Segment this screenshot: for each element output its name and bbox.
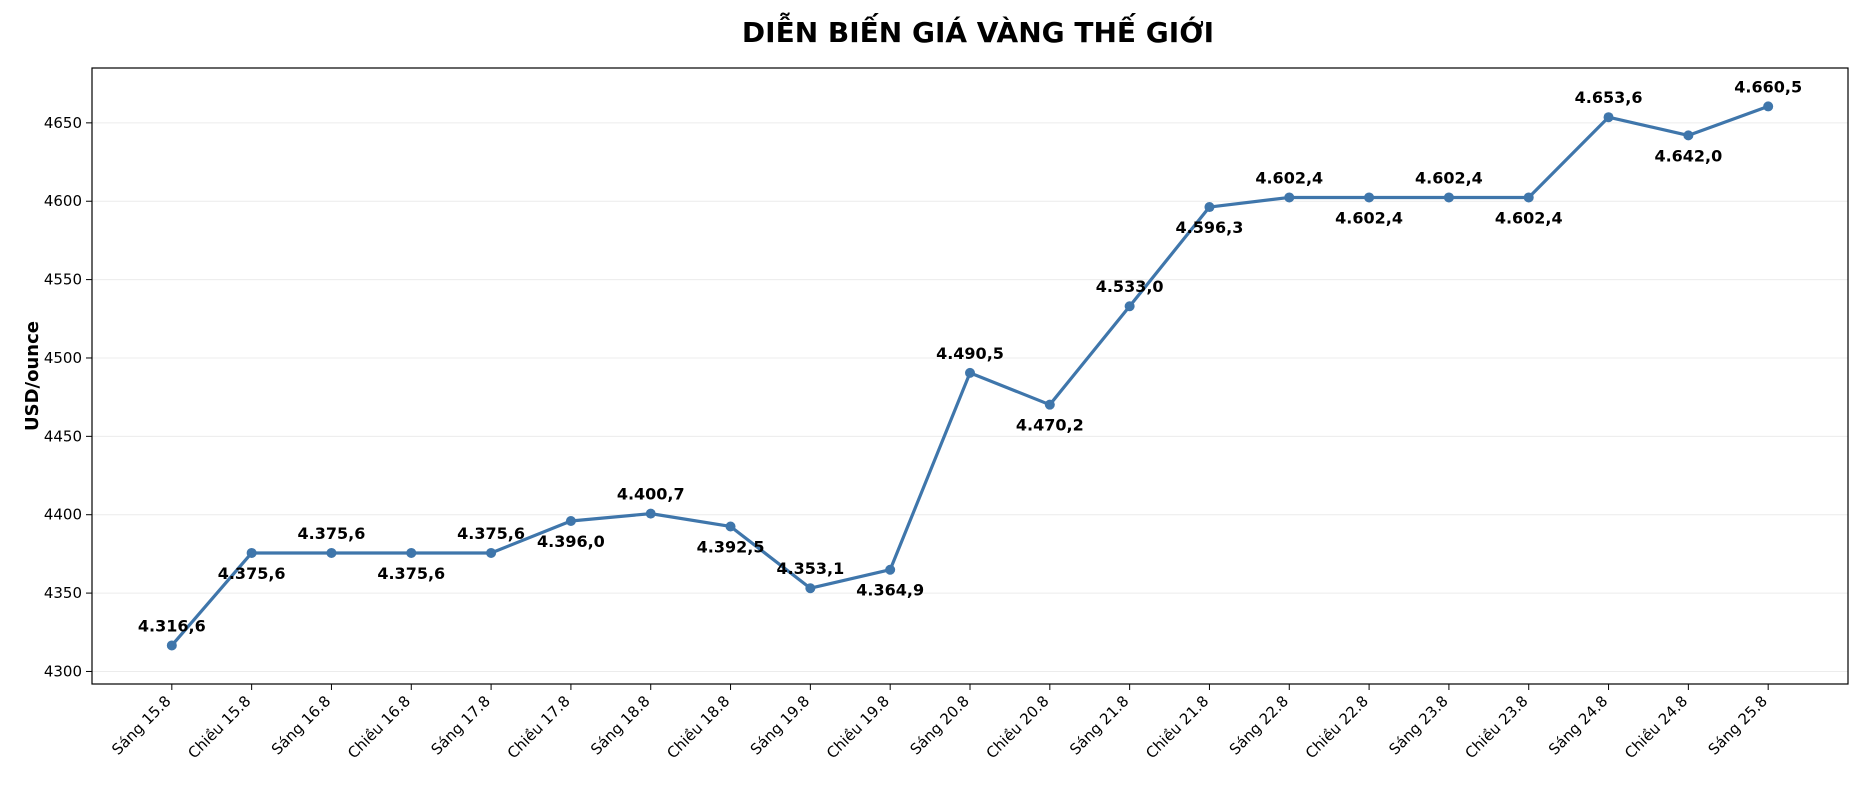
value-label: 4.596,3 <box>1176 218 1244 237</box>
x-tick-label: Sáng 16.8 <box>268 692 334 758</box>
point <box>1124 301 1135 312</box>
value-label: 4.375,6 <box>218 564 286 583</box>
point <box>1204 202 1215 213</box>
x-tick-label: Sáng 20.8 <box>906 692 972 758</box>
x-tick-label: Chiều 18.8 <box>663 692 733 762</box>
value-label: 4.400,7 <box>617 485 685 504</box>
value-label: 4.533,0 <box>1096 277 1164 296</box>
point <box>246 547 257 558</box>
point <box>565 515 576 526</box>
value-label: 4.602,4 <box>1415 168 1483 187</box>
y-axis-label: USD/ounce <box>22 321 43 431</box>
point <box>1683 130 1694 141</box>
y-tick-label: 4450 <box>44 427 82 445</box>
y-tick-label: 4400 <box>44 506 82 524</box>
point <box>166 640 177 651</box>
point <box>1044 399 1055 410</box>
value-label: 4.316,6 <box>138 616 206 635</box>
chart-title: DIỄN BIẾN GIÁ VÀNG THẾ GIỚI <box>742 11 1214 49</box>
value-label: 4.375,6 <box>298 524 366 543</box>
point <box>645 508 656 519</box>
value-label: 4.470,2 <box>1016 416 1084 435</box>
y-tick-label: 4300 <box>44 662 82 680</box>
value-label: 4.602,4 <box>1255 168 1323 187</box>
value-label: 4.353,1 <box>776 559 844 578</box>
point <box>1364 192 1375 203</box>
x-tick-label: Chiều 19.8 <box>823 692 893 762</box>
value-label: 4.396,0 <box>537 532 605 551</box>
value-label: 4.490,5 <box>936 344 1004 363</box>
point <box>486 547 497 558</box>
x-tick-label: Sáng 18.8 <box>587 692 653 758</box>
point <box>1284 192 1295 203</box>
point <box>725 521 736 532</box>
x-tick-label: Sáng 15.8 <box>108 692 174 758</box>
x-tick-label: Chiều 16.8 <box>344 692 414 762</box>
x-tick-label: Chiều 15.8 <box>184 692 254 762</box>
point <box>885 564 896 575</box>
value-label: 4.375,6 <box>377 564 445 583</box>
x-tick-label: Chiều 17.8 <box>504 692 574 762</box>
x-tick-label: Sáng 17.8 <box>428 692 494 758</box>
x-tick-label: Chiều 23.8 <box>1462 692 1532 762</box>
value-label: 4.660,5 <box>1734 77 1802 96</box>
value-label: 4.364,9 <box>856 581 924 600</box>
value-label: 4.653,6 <box>1575 88 1643 107</box>
x-tick-label: Chiều 24.8 <box>1621 692 1691 762</box>
x-tick-label: Sáng 23.8 <box>1385 692 1451 758</box>
value-label: 4.602,4 <box>1335 208 1403 227</box>
value-label: 4.392,5 <box>697 537 765 556</box>
point <box>406 547 417 558</box>
x-tick-label: Sáng 24.8 <box>1545 692 1611 758</box>
value-label: 4.602,4 <box>1495 208 1563 227</box>
value-label: 4.642,0 <box>1654 146 1722 165</box>
y-tick-label: 4500 <box>44 349 82 367</box>
point <box>1523 192 1534 203</box>
x-tick-label: Sáng 22.8 <box>1226 692 1292 758</box>
y-tick-label: 4550 <box>44 271 82 289</box>
y-tick-label: 4650 <box>44 114 82 132</box>
point <box>965 367 975 378</box>
y-tick-label: 4350 <box>44 584 82 602</box>
point <box>326 547 337 558</box>
x-tick-label: Sáng 21.8 <box>1066 692 1132 758</box>
point <box>1603 112 1614 123</box>
point <box>805 583 816 594</box>
x-tick-label: Chiều 20.8 <box>983 692 1053 762</box>
x-tick-label: Sáng 25.8 <box>1705 692 1771 758</box>
point <box>1763 101 1774 112</box>
x-tick-label: Sáng 19.8 <box>747 692 813 758</box>
value-label: 4.375,6 <box>457 524 525 543</box>
point <box>1443 192 1454 203</box>
y-tick-label: 4600 <box>44 192 82 210</box>
x-tick-label: Chiều 22.8 <box>1302 692 1372 762</box>
x-tick-label: Chiều 21.8 <box>1142 692 1212 762</box>
